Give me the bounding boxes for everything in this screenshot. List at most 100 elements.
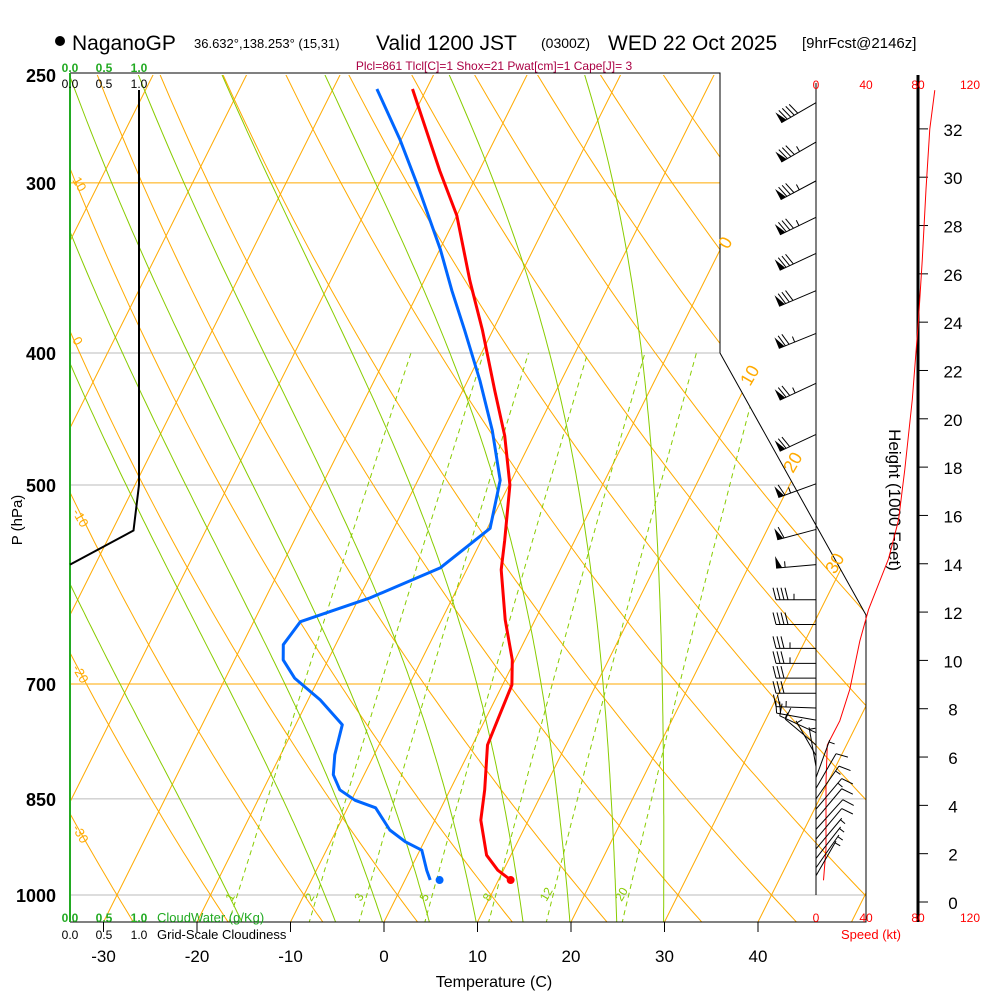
mixing-ratio-line [308,352,485,922]
isotherm-label: 0 [714,233,736,252]
cloudiness-tick-top: 0.0 [62,77,79,91]
wind-barb-feather [776,636,781,649]
wind-barb-shaft [815,840,837,877]
pressure-tick-label: 1000 [16,886,56,906]
cloudiness-tick-bottom: 0.5 [96,928,113,942]
wind-barb-flag [774,486,785,498]
height-tick-label: 14 [944,556,963,575]
wind-barb-feather [781,107,792,118]
cloudwater-tick-top: 1.0 [131,61,148,75]
temp-tick-label: 10 [468,947,487,966]
cloudwater-tick-bottom: 0.5 [96,911,113,925]
wind-barb [775,102,817,124]
moist-adiabat-line [70,75,337,922]
wind-barb-half-feather [839,828,845,833]
dry-adiabat-label: -30 [69,822,91,846]
height-tick-label: 30 [944,169,963,188]
isotherm-line [753,75,866,922]
wind-barb-half-feather [796,146,800,152]
wind-barb [784,707,817,746]
wind-barb [815,753,849,789]
station-bullet-icon [55,36,65,46]
wind-barb-flag [774,389,786,401]
wind-barb-half-feather [796,719,803,724]
mixing-ratio-label: 8 [480,890,496,903]
wind-barb-feather [835,753,849,758]
wind-barb-feather [781,147,792,157]
pressure-tick-label: 250 [26,66,56,86]
wind-barb [772,665,816,679]
wind-barb [815,765,851,800]
wind-barb-feather [777,484,786,496]
wind-speed-profile-line [823,90,936,881]
wind-barb [774,252,817,271]
temp-tick-label: 0 [379,947,388,966]
wind-barb-feather [772,587,777,600]
wind-barb-feather [777,293,787,304]
mixing-ratio-label: 1 [222,890,238,903]
surface-temperature-point [506,876,515,885]
background-grid [70,75,866,922]
speed-tick-bottom: 40 [859,911,873,925]
isotherm-line [847,75,866,922]
wind-barb-feather [779,703,783,716]
y-axis-title: P (hPa) [9,495,26,546]
mixing-ratio-label: 2 [302,890,318,903]
cloudwater-tick-bottom: 0.0 [62,911,79,925]
wind-barb-half-feather [835,770,841,775]
isotherm-label: 30 [821,550,848,577]
speed-tick-top: 120 [960,78,980,92]
temp-tick-label: -20 [185,947,210,966]
wind-barb-feather [780,665,785,679]
wind-barb [775,141,817,163]
wind-barb-feather [772,636,777,649]
temp-tick-label: 40 [749,947,768,966]
valid-date: WED 22 Oct 2025 [608,32,777,55]
isotherm-line [566,75,866,922]
wind-barb [772,636,816,649]
speed-tick-top: 0 [813,78,820,92]
dry-adiabat-line [149,75,704,922]
dry-adiabat-line [211,75,799,922]
wind-barb-half-feather [784,712,789,719]
speed-tick-bottom: 120 [960,911,980,925]
height-tick-label: 10 [944,652,963,671]
wind-barb-half-feather [809,727,816,730]
wind-barb-half-feather [792,387,796,394]
wind-barb-feather [785,145,795,155]
height-tick-label: 20 [944,411,963,430]
isotherm-line [192,75,624,922]
forecast-label: [9hrFcst@2146z] [802,35,916,52]
wind-barb-feather [777,257,787,268]
wind-barb-feather [777,438,787,449]
wind-barb-feather [780,612,785,625]
surface-dewpoint-point [435,876,444,885]
height-tick-label: 2 [948,846,957,865]
wind-barb-shaft [776,564,817,569]
wind-barb-shaft [815,826,842,859]
dry-adiabat-line [274,75,866,922]
wind-barb-feather [781,220,791,231]
wind-barb-feather [772,665,777,679]
wind-barb-half-feather [834,842,841,847]
wind-barb-feather [781,291,790,303]
wind-barb-feather [772,651,777,664]
isotherm-line [379,75,811,922]
height-tick-label: 12 [944,604,963,623]
wind-barb-feather [841,778,854,785]
dry-adiabat-label: -20 [69,662,91,686]
wind-barb-half-feather [840,819,846,825]
temp-tick-label: 30 [655,947,674,966]
wind-barb-feather [777,387,787,398]
moist-adiabat-line [576,75,665,922]
mixing-ratio-line [487,352,646,922]
wind-barb-half-feather [837,782,843,788]
valid-time: Valid 1200 JST [376,32,517,55]
moist-adiabat-line [438,75,618,922]
wind-barb-feather [788,103,799,114]
pressure-tick-label: 500 [26,476,56,496]
wind-barb [815,808,854,840]
wind-barb [808,727,817,767]
wind-barb [815,778,854,810]
